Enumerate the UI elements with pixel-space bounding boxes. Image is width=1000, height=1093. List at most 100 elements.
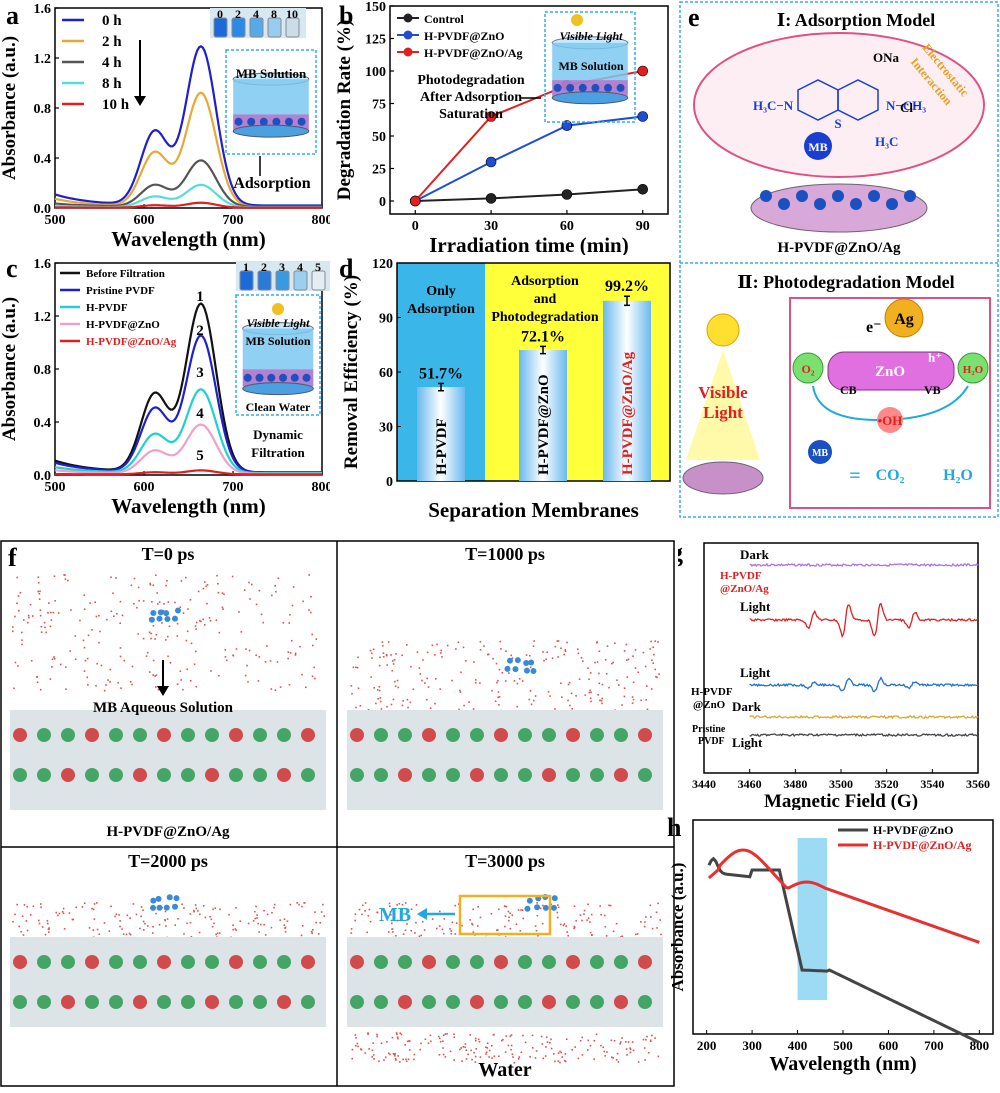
water-dot — [469, 919, 471, 921]
water-dot — [397, 1055, 399, 1057]
water-dot — [559, 1050, 561, 1053]
water-dot — [243, 589, 246, 591]
water-dot — [654, 1037, 656, 1039]
water-dot — [165, 639, 167, 641]
water-dot — [161, 622, 163, 624]
water-dot — [31, 615, 34, 617]
water-dot — [245, 648, 247, 650]
water-dot — [179, 670, 182, 672]
beaker-bottom — [242, 382, 314, 396]
solution-arrowhead — [157, 686, 169, 696]
water-dot — [248, 581, 250, 584]
water-dot — [375, 702, 377, 705]
water-dot — [602, 1046, 605, 1049]
water-dot — [166, 580, 168, 582]
water-dot — [193, 663, 196, 666]
membrane-atom — [422, 955, 436, 969]
water-dot — [180, 580, 183, 582]
y-tick-label: 0 — [379, 195, 386, 210]
water-dot — [566, 931, 569, 933]
water-dot — [299, 645, 301, 648]
water-dot — [218, 932, 221, 934]
water-dot — [508, 672, 510, 674]
water-dot — [183, 907, 185, 909]
water-dot — [40, 906, 42, 909]
water-dot — [631, 702, 634, 705]
water-dot — [414, 932, 416, 934]
water-dot — [574, 1046, 576, 1048]
y-tick-label: 0.0 — [34, 202, 52, 217]
legend-marker — [403, 47, 413, 57]
water-dot — [511, 1053, 514, 1056]
water-dot — [479, 648, 482, 651]
vb-label: VB — [924, 383, 941, 397]
data-point — [485, 156, 497, 168]
water-dot — [372, 1042, 375, 1044]
water-dot — [152, 925, 154, 928]
water-dot — [422, 659, 424, 661]
water-dot — [559, 1061, 561, 1064]
water-dot — [563, 653, 566, 656]
water-dot — [521, 909, 524, 911]
oh-label: •OH — [878, 413, 903, 428]
water-dot — [219, 908, 221, 911]
water-dot — [500, 648, 502, 650]
panel-label-a: a — [6, 1, 19, 30]
water-dot — [520, 909, 522, 911]
water-dot — [120, 687, 122, 689]
sun-icon — [272, 303, 284, 315]
x-tick-label: 700 — [924, 1038, 944, 1053]
x-tick-label: 800 — [312, 480, 331, 495]
water-dot — [396, 919, 399, 922]
water-dot — [477, 905, 479, 908]
water-dot — [286, 920, 289, 923]
water-dot — [642, 1038, 645, 1041]
water-dot — [44, 933, 47, 936]
water-dot — [474, 681, 477, 684]
membrane-atom — [253, 768, 267, 782]
water-dot — [612, 930, 615, 932]
water-dot — [395, 1059, 397, 1061]
water-dot — [659, 919, 661, 921]
water-dot — [373, 687, 376, 689]
inset-caption-1: Dynamic — [253, 427, 303, 442]
water-dot — [283, 924, 286, 926]
water-dot — [557, 656, 559, 658]
water-dot — [590, 700, 592, 703]
membrane-atom — [37, 768, 51, 782]
water-dot — [486, 1042, 489, 1045]
water-dot — [599, 699, 601, 702]
water-dot — [440, 652, 442, 654]
water-dot — [271, 594, 273, 597]
water-dot — [431, 644, 434, 647]
x-axis-label: Separation Membranes — [428, 498, 639, 522]
water-dot — [288, 622, 291, 624]
water-dot — [604, 658, 607, 661]
mb-molecule-atom — [534, 904, 541, 911]
water-dot — [430, 1040, 432, 1043]
water-dot — [166, 918, 169, 920]
frame-title: T=3000 ps — [465, 851, 545, 871]
water-dot — [387, 1052, 390, 1055]
mb-molecule-atom — [156, 904, 163, 911]
water-dot — [576, 648, 579, 651]
panel-label-h: h — [667, 813, 682, 842]
water-dot — [409, 701, 412, 704]
water-dot — [623, 695, 626, 698]
water-dot — [451, 679, 453, 682]
data-point — [561, 189, 573, 200]
water-dot — [315, 921, 317, 924]
water-dot — [498, 908, 500, 911]
membrane-atom — [205, 768, 219, 782]
water-dot — [256, 914, 258, 916]
water-dot — [573, 925, 576, 928]
water-dot — [355, 1037, 357, 1039]
membrane-atom — [590, 728, 604, 742]
zno-particle — [616, 83, 625, 92]
water-dot — [165, 925, 167, 927]
water-dot — [631, 696, 634, 698]
water-dot — [487, 653, 490, 656]
water-dot — [379, 656, 381, 659]
y-tick-label: 1.2 — [34, 52, 52, 67]
sulfur-atom: S — [834, 116, 841, 131]
